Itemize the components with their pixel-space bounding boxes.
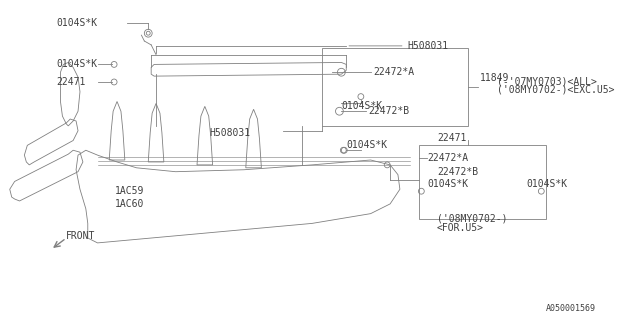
Text: 22471: 22471 — [56, 77, 86, 87]
Bar — [419, 145, 546, 219]
Text: (-'07MY0703)<ALL>: (-'07MY0703)<ALL> — [497, 77, 597, 87]
Text: 11849: 11849 — [480, 73, 509, 83]
Text: 22471: 22471 — [437, 132, 467, 143]
Text: 1AC59: 1AC59 — [115, 186, 145, 196]
Text: <FOR.U5>: <FOR.U5> — [437, 223, 484, 233]
Text: 22472*A: 22472*A — [427, 153, 468, 163]
Text: 22472*A: 22472*A — [374, 67, 415, 77]
Text: 0104S*K: 0104S*K — [341, 101, 383, 111]
Text: 0104S*K: 0104S*K — [527, 180, 568, 189]
Text: 22472*B: 22472*B — [437, 167, 478, 177]
Text: ('08MY0702-): ('08MY0702-) — [437, 213, 508, 223]
Text: 0104S*K: 0104S*K — [56, 60, 98, 69]
Text: 1AC60: 1AC60 — [115, 199, 145, 209]
Text: 0104S*K: 0104S*K — [346, 140, 387, 150]
Text: H508031: H508031 — [210, 128, 251, 138]
Text: 22472*B: 22472*B — [369, 106, 410, 116]
Text: A050001569: A050001569 — [546, 304, 596, 313]
Text: 0104S*K: 0104S*K — [56, 19, 98, 28]
Text: ('08MY0702-)<EXC.U5>: ('08MY0702-)<EXC.U5> — [497, 85, 615, 95]
Text: 0104S*K: 0104S*K — [427, 180, 468, 189]
Text: FRONT: FRONT — [67, 231, 96, 241]
Bar — [322, 48, 468, 126]
Text: H508031: H508031 — [408, 41, 449, 51]
